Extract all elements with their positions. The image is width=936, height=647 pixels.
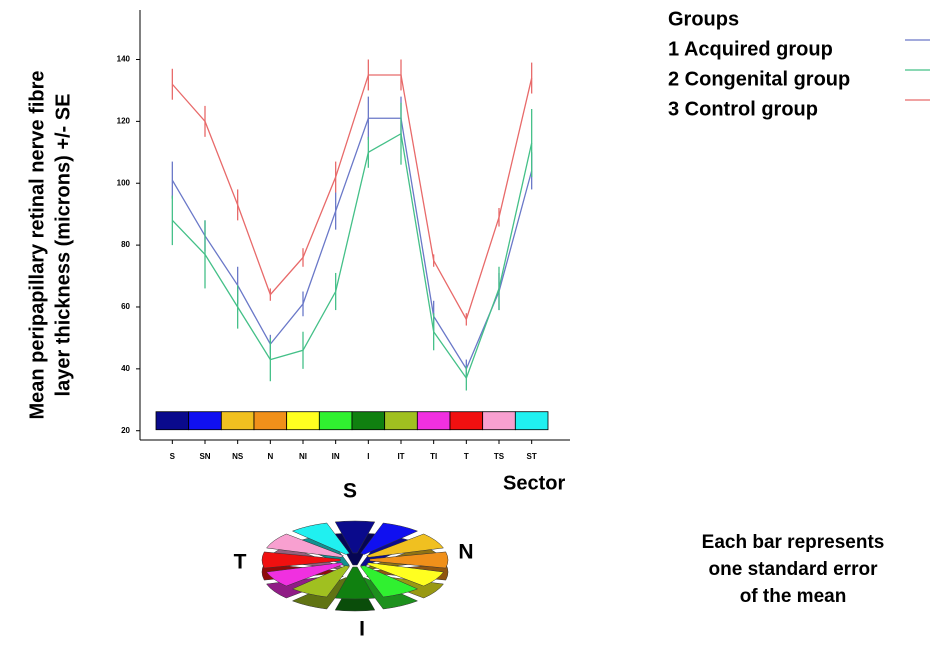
legend-label: 2 Congenital group — [668, 68, 850, 90]
sector-color — [319, 412, 352, 430]
x-tick-label: IN — [332, 452, 340, 461]
y-tick-label: 20 — [121, 426, 130, 435]
sector-color — [515, 412, 548, 430]
legend-label: 3 Control group — [668, 98, 818, 120]
x-tick-label: SN — [199, 452, 210, 461]
y-tick-label: 60 — [121, 302, 130, 311]
y-tick-label: 80 — [121, 240, 130, 249]
y-axis-label: Mean peripapillary retinal nerve fibre — [26, 70, 48, 419]
x-tick-label: ST — [527, 452, 537, 461]
x-axis-label: Sector — [503, 472, 565, 494]
chart: Sector Mean peripapillary retinal nerve … — [0, 0, 936, 642]
sector-color — [221, 412, 254, 430]
x-tick-label: S — [170, 452, 176, 461]
series-line — [172, 75, 531, 319]
y-tick-label: 140 — [117, 55, 131, 64]
diagram-label: N — [458, 541, 473, 564]
legend-label: 1 Acquired group — [668, 38, 833, 60]
diagram-label: I — [359, 618, 365, 641]
sector-color — [450, 412, 483, 430]
note: of the mean — [740, 586, 847, 607]
y-axis-label: layer thickness (microns) +/- SE — [52, 94, 74, 397]
sector-color — [385, 412, 418, 430]
note: one standard error — [709, 559, 879, 580]
sector-color — [254, 412, 287, 430]
sector-color — [417, 412, 450, 430]
sector-color — [352, 412, 385, 430]
diagram-label: T — [234, 551, 247, 574]
x-tick-label: IT — [397, 452, 404, 461]
y-tick-label: 100 — [117, 178, 131, 187]
y-tick-label: 40 — [121, 364, 130, 373]
note: Each bar represents — [702, 532, 885, 553]
diagram-label: S — [343, 480, 357, 503]
y-tick-label: 120 — [117, 116, 131, 125]
legend-title: Groups — [668, 8, 739, 30]
sector-color — [483, 412, 516, 430]
x-tick-label: NS — [232, 452, 244, 461]
sector-color — [189, 412, 222, 430]
x-tick-label: T — [464, 452, 469, 461]
x-tick-label: N — [267, 452, 273, 461]
sector-color — [156, 412, 189, 430]
x-tick-label: TI — [430, 452, 437, 461]
sector-color — [287, 412, 320, 430]
x-tick-label: TS — [494, 452, 505, 461]
x-tick-label: NI — [299, 452, 307, 461]
series-line — [172, 118, 531, 369]
x-tick-label: I — [367, 452, 369, 461]
